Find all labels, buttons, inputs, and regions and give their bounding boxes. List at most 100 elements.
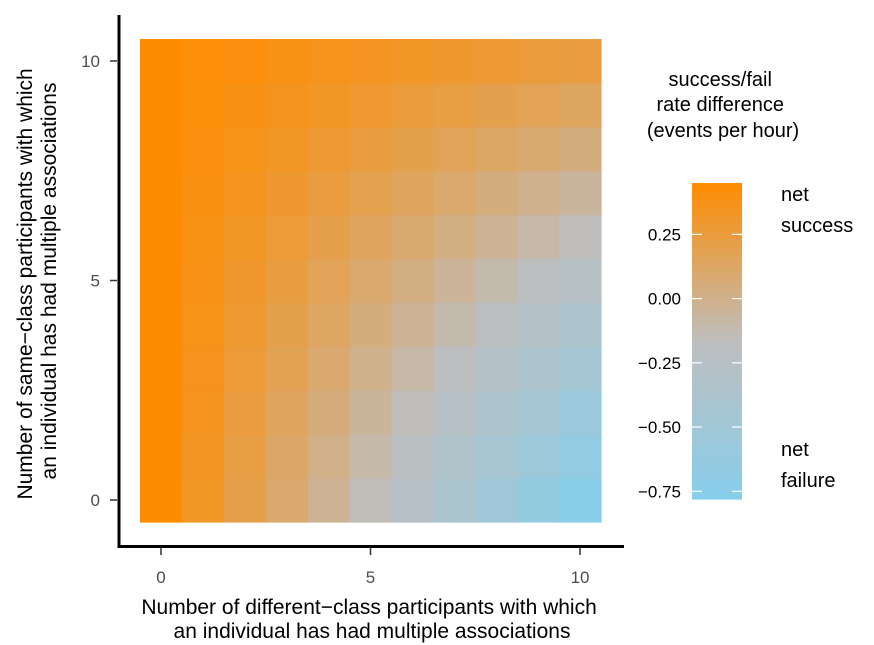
legend-color-step — [692, 254, 742, 263]
heatmap-cell — [349, 170, 393, 216]
heatmap-cell — [475, 82, 518, 128]
legend-color-step — [692, 443, 742, 453]
heatmap-cell — [223, 346, 267, 391]
legend: success/fail rate difference (events per… — [638, 69, 853, 501]
heatmap-cell — [140, 434, 183, 479]
legend-color-step — [692, 451, 742, 461]
heatmap-cell — [223, 478, 267, 523]
heatmap-cell — [181, 170, 225, 216]
heatmap-cell — [391, 39, 434, 84]
legend-color-step — [692, 277, 742, 287]
x-tick-label: 0 — [156, 568, 165, 587]
heatmap-cell — [181, 390, 225, 435]
heatmap-cell — [307, 126, 351, 172]
y-tick-label: 10 — [81, 52, 100, 71]
legend-color-step — [692, 246, 742, 255]
heatmap-cell — [181, 478, 225, 523]
legend-title-line-2: rate difference — [656, 94, 784, 116]
heatmap-cell — [223, 214, 267, 260]
heatmap-cell — [475, 390, 518, 435]
heatmap-cell — [307, 82, 351, 128]
heatmap-cell — [433, 214, 476, 260]
heatmap-cell — [223, 39, 267, 84]
heatmap-cell — [140, 170, 183, 216]
heatmap-cell — [475, 346, 518, 391]
legend-color-step — [692, 206, 742, 216]
heatmap-cell — [265, 39, 309, 84]
x-axis-ticks: 0 5 10 — [156, 548, 590, 587]
heatmap-cell — [265, 214, 309, 260]
heatmap-cell — [349, 258, 393, 304]
heatmap-cell — [517, 39, 560, 84]
x-axis-title: Number of different−class participants w… — [141, 596, 602, 643]
y-axis-ticks: 0 5 10 — [81, 52, 117, 510]
heatmap-cells — [140, 39, 602, 523]
legend-color-step — [692, 285, 742, 295]
legend-color-step — [692, 348, 742, 358]
legend-color-step — [692, 333, 742, 342]
heatmap-cell — [391, 126, 434, 172]
legend-color-step — [692, 190, 742, 200]
heatmap-cell — [559, 126, 602, 172]
heatmap-cell — [223, 302, 267, 347]
heatmap-cell — [140, 214, 183, 260]
heatmap-cell — [140, 346, 183, 391]
heatmap-cell — [391, 390, 434, 435]
legend-color-step — [692, 483, 742, 492]
heatmap-cell — [307, 258, 351, 304]
heatmap-cell — [433, 346, 476, 391]
x-tick-label: 10 — [571, 568, 590, 587]
x-tick-label: 5 — [366, 568, 375, 587]
heatmap-cell — [475, 478, 518, 523]
legend-color-step — [692, 238, 742, 247]
heatmap-cell — [307, 39, 351, 84]
heatmap-cell — [181, 258, 225, 304]
heatmap-cell — [391, 346, 434, 391]
heatmap-cell — [517, 258, 560, 304]
heatmap-cell — [559, 390, 602, 435]
legend-color-step — [692, 269, 742, 279]
legend-low-label: net failure — [781, 439, 835, 492]
heatmap-cell — [265, 170, 309, 216]
heatmap-cell — [559, 39, 602, 84]
heatmap-cell — [307, 478, 351, 523]
heatmap-cell — [559, 170, 602, 216]
heatmap-cell — [307, 390, 351, 435]
legend-color-step — [692, 317, 742, 326]
heatmap-cell — [307, 302, 351, 347]
legend-color-step — [692, 380, 742, 389]
heatmap-cell — [223, 170, 267, 216]
heatmap-cell — [391, 434, 434, 479]
heatmap-cell — [433, 39, 476, 84]
heatmap-cell — [265, 258, 309, 304]
legend-color-step — [692, 491, 742, 500]
x-axis-title-line-1: Number of different−class participants w… — [141, 596, 596, 619]
heatmap-cell — [391, 170, 434, 216]
legend-color-step — [692, 372, 742, 382]
heatmap-cell — [223, 126, 267, 172]
legend-color-step — [692, 364, 742, 374]
heatmap-cell — [140, 390, 183, 435]
heatmap-cell — [559, 434, 602, 479]
legend-color-step — [692, 356, 742, 366]
heatmap-cell — [349, 39, 393, 84]
heatmap-cell — [223, 434, 267, 479]
heatmap-cell — [433, 170, 476, 216]
legend-high-label: net success — [781, 184, 853, 237]
legend-color-step — [692, 214, 742, 224]
heatmap-cell — [475, 258, 518, 304]
legend-color-step — [692, 183, 742, 192]
y-axis-title-line-2: an individual has had multiple associati… — [38, 83, 61, 480]
legend-color-step — [692, 293, 742, 303]
legend-color-step — [692, 412, 742, 421]
heatmap-cell — [181, 434, 225, 479]
heatmap-cell — [349, 478, 393, 523]
legend-color-step — [692, 475, 742, 484]
heatmap-cell — [391, 82, 434, 128]
heatmap-cell — [181, 39, 225, 84]
heatmap-cell — [433, 478, 476, 523]
legend-color-step — [692, 230, 742, 239]
y-axis-title-line-1: Number of same−class participants with w… — [14, 68, 37, 499]
legend-color-step — [692, 198, 742, 208]
